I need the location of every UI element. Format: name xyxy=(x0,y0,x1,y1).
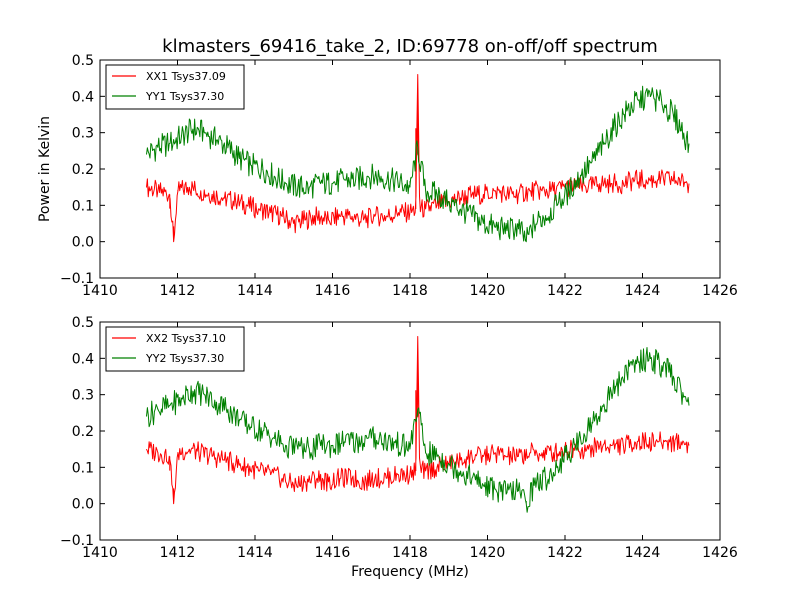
top-y-tick-label: 0.1 xyxy=(72,198,94,214)
top-y-tick-label: 0.0 xyxy=(72,235,94,251)
bottom-axes: 1410 1412 1414 1416 1418 1420 1422 1424 1426 −0.1… xyxy=(60,315,738,580)
top-x-tick-label: 1424 xyxy=(625,283,661,299)
top-x-tick-label: 1416 xyxy=(315,283,351,299)
top-x-tick-label: 1410 xyxy=(82,283,118,299)
bottom-x-tick-label: 1414 xyxy=(237,545,273,561)
top-ticks: 1410 1412 1414 1416 1418 1420 1422 1424 1426 −0.1… xyxy=(60,53,738,299)
top-y-tick-label: 0.5 xyxy=(72,53,94,69)
top-x-tick-label: 1418 xyxy=(392,283,428,299)
top-legend-box xyxy=(105,64,245,110)
chart-title: klmasters_69416_take_2, ID:69778 on-off/… xyxy=(162,36,658,57)
top-x-tick-label: 1420 xyxy=(470,283,506,299)
bottom-x-tick-label: 1426 xyxy=(702,545,738,561)
top-x-tick-label: 1426 xyxy=(702,283,738,299)
top-y-tick-label: 0.3 xyxy=(72,126,94,142)
bottom-x-tick-label: 1416 xyxy=(315,545,351,561)
bottom-legend-box xyxy=(105,326,245,372)
bottom-x-tick-label: 1420 xyxy=(470,545,506,561)
top-x-tick-label: 1414 xyxy=(237,283,273,299)
bottom-x-tick-label: 1422 xyxy=(547,545,583,561)
bottom-y-tick-label: 0.0 xyxy=(72,497,94,513)
bottom-x-tick-label: 1424 xyxy=(625,545,661,561)
top-series-yy-line xyxy=(146,85,690,243)
bottom-y-tick-label: 0.3 xyxy=(72,388,94,404)
top-x-tick-label: 1412 xyxy=(160,283,196,299)
bottom-legend-label-xx2: XX2 Tsys37.10 xyxy=(146,332,226,345)
bottom-x-tick-label: 1418 xyxy=(392,545,428,561)
top-series xyxy=(146,74,690,243)
top-legend: XX1 Tsys37.09 YY1 Tsys37.30 xyxy=(105,64,245,110)
top-y-axis-label: Power in Kelvin xyxy=(37,116,53,222)
bottom-y-tick-label: 0.4 xyxy=(72,351,94,367)
top-legend-label-yy1: YY1 Tsys37.30 xyxy=(145,90,224,103)
bottom-ticks: 1410 1412 1414 1416 1418 1420 1422 1424 1426 −0.1… xyxy=(60,315,738,561)
top-axes: 1410 1412 1414 1416 1418 1420 1422 1424 1426 −0.1… xyxy=(37,53,738,299)
bottom-y-tick-label: 0.1 xyxy=(72,460,94,476)
bottom-y-tick-label: 0.2 xyxy=(72,424,94,440)
top-legend-label-xx1: XX1 Tsys37.09 xyxy=(146,70,226,83)
bottom-legend: XX2 Tsys37.10 YY2 Tsys37.30 xyxy=(105,326,245,372)
bottom-legend-label-yy2: YY2 Tsys37.30 xyxy=(145,352,224,365)
bottom-y-tick-label: 0.5 xyxy=(72,315,94,331)
top-y-tick-label: −0.1 xyxy=(60,271,94,287)
bottom-series xyxy=(146,336,690,513)
bottom-y-tick-label: −0.1 xyxy=(60,533,94,549)
top-x-tick-label: 1422 xyxy=(547,283,583,299)
top-y-tick-label: 0.4 xyxy=(72,89,94,105)
bottom-series-yy-line xyxy=(146,347,690,513)
bottom-x-tick-label: 1412 xyxy=(160,545,196,561)
top-y-tick-label: 0.2 xyxy=(72,162,94,178)
x-axis-label: Frequency (MHz) xyxy=(351,564,469,580)
bottom-x-tick-label: 1410 xyxy=(82,545,118,561)
